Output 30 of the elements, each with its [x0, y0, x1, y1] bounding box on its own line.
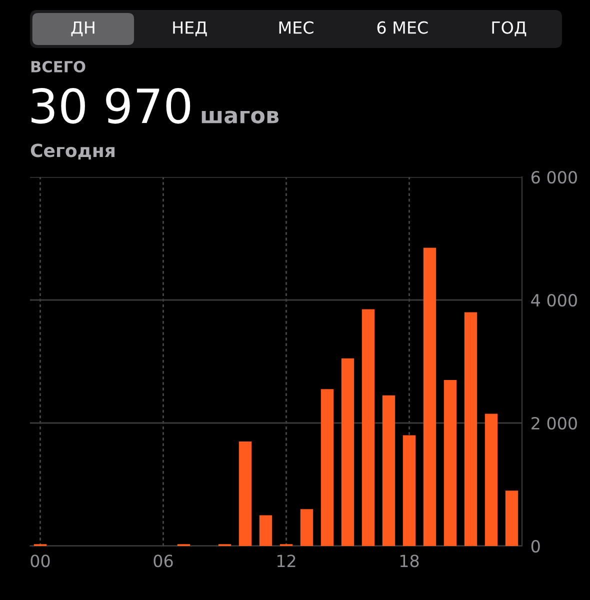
text: 30 970	[32, 88, 190, 124]
text: ВСЕГО	[31, 60, 86, 72]
x-tick-label: 06	[154, 554, 173, 568]
x-tick-label: 18	[400, 554, 419, 568]
y-tick-label: 6 000	[531, 170, 577, 184]
bar	[238, 441, 252, 546]
text: ДН	[71, 21, 94, 36]
bar	[362, 309, 375, 546]
y-tick-label: 2 000	[532, 416, 577, 430]
text: Сегодня	[30, 144, 114, 160]
bar	[484, 414, 498, 546]
y-tick-label: 4 000	[531, 294, 577, 307]
bar	[259, 515, 272, 546]
text: шагов	[202, 110, 279, 124]
bar	[505, 490, 518, 546]
bar	[341, 358, 354, 546]
bar	[320, 389, 334, 546]
bar	[300, 509, 314, 546]
text: НЕД	[173, 21, 207, 36]
y-tick-label: 0	[531, 540, 540, 553]
bar	[423, 248, 436, 546]
x-tick-label: 00	[30, 554, 50, 568]
text: МЕС	[279, 21, 314, 34]
bar	[444, 380, 457, 546]
x-tick-label: 12	[277, 554, 296, 567]
bar	[464, 312, 478, 546]
bar	[382, 395, 396, 546]
text: ГОД	[492, 21, 526, 36]
text: 6 МЕС	[377, 21, 428, 34]
bar	[402, 435, 416, 546]
